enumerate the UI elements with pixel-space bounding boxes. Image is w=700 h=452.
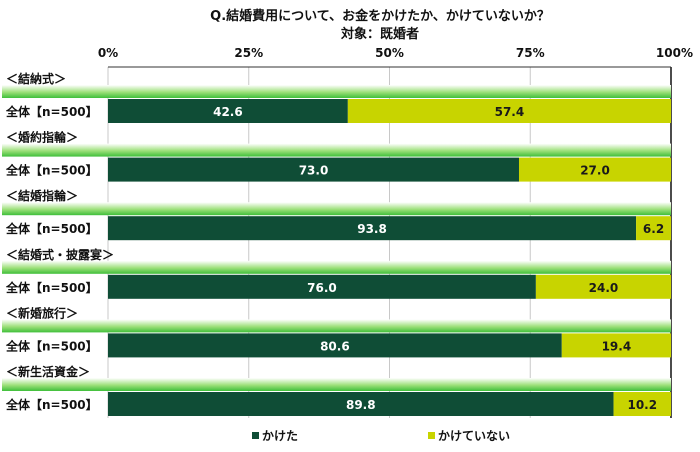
data-label: 27.0 <box>580 164 610 178</box>
legend-label: かけていない <box>438 429 510 443</box>
bar-segment <box>613 392 671 416</box>
group-header: ＜婚約指輪＞ <box>6 130 78 145</box>
data-label: 6.2 <box>643 222 664 236</box>
data-label: 24.0 <box>589 281 619 295</box>
group-header: ＜新婚旅行＞ <box>6 305 78 320</box>
section-band <box>2 260 671 274</box>
section-band <box>2 319 671 333</box>
data-label: 89.8 <box>346 398 376 412</box>
chart-title: Q.結婚費用について、お金をかけたか、かけていないか？ <box>210 8 550 24</box>
category-label: 全体【n=500】 <box>5 163 98 178</box>
bar-segment <box>347 99 671 123</box>
section-band <box>2 378 671 391</box>
group-header: ＜結婚式・披露宴＞ <box>6 247 114 262</box>
group-header: ＜結婚指輪＞ <box>6 188 78 203</box>
x-tick-label: 25% <box>234 46 263 60</box>
bar-segment <box>108 274 536 299</box>
section-band <box>2 202 671 216</box>
data-label: 73.0 <box>299 164 329 178</box>
group-header: ＜結納式＞ <box>6 71 66 86</box>
legend-swatch <box>252 432 259 439</box>
bar-segment <box>108 216 637 241</box>
bar-segment <box>108 333 562 358</box>
x-tick-label: 75% <box>516 46 545 60</box>
category-label: 全体【n=500】 <box>5 280 98 295</box>
x-tick-label: 100% <box>656 46 693 60</box>
x-tick-label: 0% <box>98 46 118 60</box>
bar-segment <box>518 157 671 182</box>
data-label: 57.4 <box>495 105 525 119</box>
data-label: 42.6 <box>213 105 243 119</box>
data-label: 10.2 <box>627 398 657 412</box>
data-label: 93.8 <box>357 222 387 236</box>
bar-segment <box>535 274 671 299</box>
bar-segment <box>108 392 614 416</box>
legend-swatch <box>428 432 435 439</box>
data-label: 19.4 <box>602 339 632 353</box>
legend-label: かけた <box>262 429 298 443</box>
category-label: 全体【n=500】 <box>5 221 98 236</box>
chart-subtitle: 対象：既婚者 <box>340 26 419 42</box>
bar-segment <box>108 99 348 123</box>
section-band <box>2 85 671 98</box>
bar-segment <box>108 157 519 182</box>
data-label: 76.0 <box>307 281 337 295</box>
group-header: ＜新生活資金＞ <box>6 364 90 379</box>
x-tick-label: 50% <box>375 46 404 60</box>
category-label: 全体【n=500】 <box>5 397 98 412</box>
data-label: 80.6 <box>320 339 350 353</box>
category-label: 全体【n=500】 <box>5 104 98 119</box>
bar-segment <box>636 216 671 241</box>
category-label: 全体【n=500】 <box>5 338 98 353</box>
bar-segment <box>561 333 671 358</box>
section-band <box>2 143 671 157</box>
